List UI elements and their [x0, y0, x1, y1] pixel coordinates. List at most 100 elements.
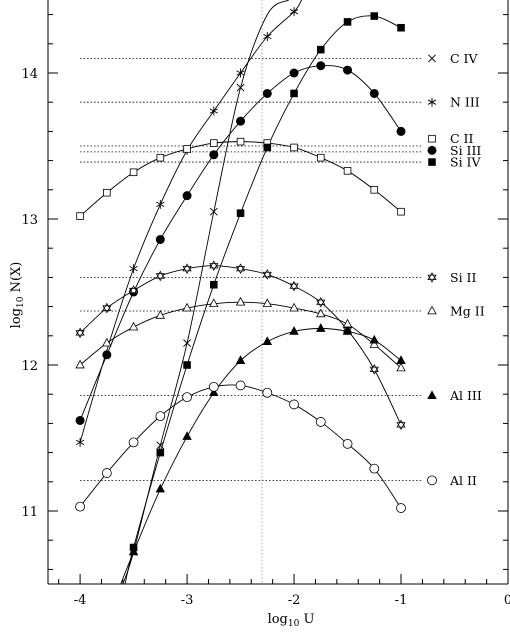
point-si-iv	[343, 18, 352, 26]
axis-ticks: -4 -3 -2 -1 0 11 12 13 14	[21, 14, 510, 608]
star-shape	[396, 419, 406, 428]
star-shape	[182, 265, 192, 274]
point-si-iii	[369, 88, 379, 98]
point-si-iii	[289, 68, 299, 78]
circle-shape	[235, 380, 246, 391]
point-n-iii	[129, 264, 138, 274]
circle-shape	[102, 350, 112, 360]
triangle-shape	[369, 339, 380, 348]
point-al-iii	[182, 431, 192, 440]
star-shape	[316, 299, 326, 308]
x-stroke	[209, 207, 218, 216]
circle-shape	[369, 463, 380, 474]
square-shape	[317, 153, 325, 162]
point-si-ii	[289, 280, 299, 292]
star-shape	[235, 263, 246, 272]
circle-shape	[289, 68, 299, 78]
point-si-iv	[317, 45, 325, 54]
point-si-iii	[75, 415, 85, 425]
circle-shape	[289, 399, 299, 410]
x-tick-label: -4	[74, 593, 87, 608]
star-shape	[369, 366, 379, 375]
point-c-ii	[103, 188, 111, 197]
y-tick-label: 13	[21, 213, 38, 228]
ion-label-si-ii: Si II	[450, 270, 476, 285]
curve-c-iv	[122, 0, 289, 585]
triangle-shape	[102, 337, 112, 347]
circle-shape	[427, 475, 437, 486]
square-shape	[210, 139, 218, 147]
point-al-iii	[209, 387, 219, 397]
ion-label-mg-ii: Mg II	[450, 303, 485, 318]
triangle-shape	[289, 326, 299, 335]
star-shape	[427, 272, 437, 281]
circle-shape	[342, 438, 353, 449]
point-si-iii	[102, 350, 112, 360]
square-shape	[290, 143, 298, 152]
point-al-ii	[262, 387, 273, 398]
point-mg-ii	[396, 362, 406, 372]
star-shape	[396, 422, 406, 431]
square-shape	[343, 167, 352, 175]
point-c-iv	[236, 83, 245, 92]
x-stroke	[428, 54, 436, 63]
square-shape	[129, 168, 138, 177]
x-tick-label: -2	[288, 593, 301, 608]
square-shape	[76, 212, 84, 220]
triangle-shape	[427, 390, 437, 399]
triangle-shape	[182, 431, 192, 440]
triangle-shape	[342, 326, 353, 335]
triangle-shape	[209, 387, 219, 397]
x-tick-label: 0	[504, 593, 510, 608]
point-c-ii	[76, 212, 84, 220]
point-si-iii	[396, 126, 406, 136]
point-al-ii	[396, 503, 406, 513]
point-mg-ii	[128, 321, 139, 331]
star-shape	[75, 327, 85, 336]
point-mg-ii	[289, 302, 299, 312]
star-shape	[102, 302, 112, 311]
square-shape	[370, 186, 379, 194]
point-si-ii	[369, 364, 379, 375]
circle-shape	[182, 191, 192, 201]
point-al-ii	[155, 411, 166, 422]
circle-shape	[101, 468, 112, 478]
point-al-ii	[208, 381, 219, 392]
triangle-shape	[262, 336, 273, 345]
point-si-ii	[209, 260, 219, 272]
point-c-ii	[290, 143, 298, 152]
point-c-iv	[156, 441, 165, 450]
point-si-iv	[290, 89, 298, 98]
point-mg-ii	[182, 302, 192, 312]
ion-label-al-ii: Al II	[449, 473, 477, 488]
ion-label-c-ii: C II	[450, 131, 473, 146]
square-shape	[156, 153, 165, 162]
circle-shape	[208, 381, 219, 392]
legend-marker-n-iii	[427, 97, 437, 107]
point-c-iv	[209, 207, 218, 216]
triangle-shape	[342, 318, 353, 328]
triangle-shape	[316, 323, 326, 332]
point-al-ii	[128, 437, 139, 448]
point-mg-ii	[102, 337, 112, 347]
ion-label-n-iii: N III	[450, 95, 480, 110]
point-si-iii	[343, 65, 353, 75]
point-si-iv	[210, 280, 218, 289]
point-si-ii	[316, 296, 326, 308]
point-si-iii	[182, 191, 192, 201]
point-n-iii	[263, 32, 272, 41]
x-tick-label: -1	[395, 593, 408, 608]
legend-marker-al-ii	[427, 475, 437, 486]
observed-lines	[80, 58, 423, 481]
point-mg-ii	[235, 296, 246, 306]
point-al-ii	[315, 417, 326, 427]
legend-marker-mg-ii	[427, 305, 437, 315]
ion-label-c-iv: C IV	[450, 51, 478, 66]
point-al-ii	[289, 399, 299, 410]
point-mg-ii	[369, 339, 380, 348]
asterisk-stroke	[209, 108, 218, 114]
circle-shape	[155, 234, 165, 244]
data-markers	[75, 7, 406, 556]
legend-marker-si-iv	[428, 158, 436, 166]
